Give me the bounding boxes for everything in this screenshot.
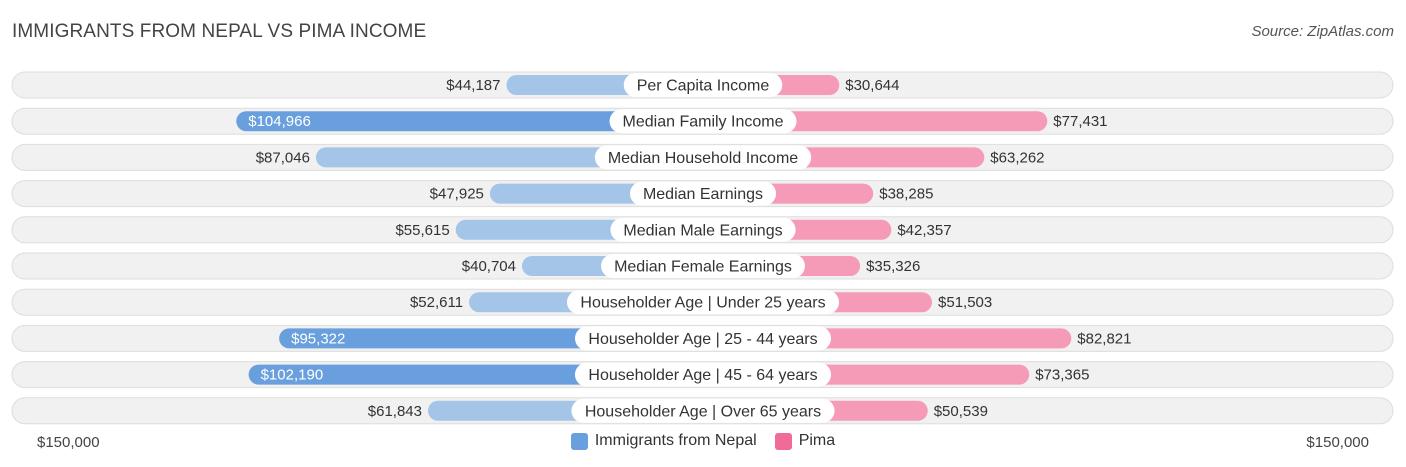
chart-row: $52,611 $51,503 Householder Age | Under 25… xyxy=(11,288,1394,316)
category-label: Median Female Earnings xyxy=(614,259,792,276)
category-pill xyxy=(594,145,812,170)
value-label-pima: $50,539 xyxy=(934,403,988,420)
category-pill xyxy=(601,254,805,278)
category-pill xyxy=(571,398,835,423)
chart-row: $61,843 $50,539 Householder Age | Over 65 … xyxy=(11,397,1394,425)
source-label: Source: ZipAtlas.com xyxy=(1251,23,1394,40)
chart-row: $44,187 $30,644 Per Capita Income xyxy=(11,71,1394,99)
value-label-nepal: $95,322 xyxy=(291,330,345,347)
legend-item-pima: Pima xyxy=(774,432,836,450)
value-label-nepal: $44,187 xyxy=(446,77,500,94)
value-label-nepal: $61,843 xyxy=(368,403,422,420)
chart-row: $40,704 $35,326 Median Female Earnings xyxy=(11,252,1394,280)
category-pill xyxy=(566,290,840,315)
chart-row: $104,966 $77,431 Median Family Income xyxy=(11,107,1394,135)
category-label: Median Male Earnings xyxy=(623,222,782,239)
value-label-nepal: $104,966 xyxy=(248,113,311,130)
category-label: Householder Age | Over 65 years xyxy=(585,403,821,420)
value-label-nepal: $87,046 xyxy=(256,149,310,166)
legend-label-nepal: Immigrants from Nepal xyxy=(594,432,757,449)
value-label-pima: $77,431 xyxy=(1053,113,1107,130)
legend: Immigrants from Nepal Pima xyxy=(0,432,1406,450)
category-pill xyxy=(574,326,832,351)
value-label-pima: $30,644 xyxy=(845,77,899,94)
axis-left-label: $150,000 xyxy=(37,434,100,451)
category-label: Householder Age | Under 25 years xyxy=(580,295,825,312)
category-pill xyxy=(629,181,777,206)
value-label-pima: $82,821 xyxy=(1077,330,1131,347)
category-label: Per Capita Income xyxy=(637,78,770,95)
value-label-nepal: $40,704 xyxy=(462,258,516,275)
value-label-nepal: $47,925 xyxy=(430,186,484,203)
value-label-pima: $35,326 xyxy=(866,258,920,275)
category-pill xyxy=(574,362,832,387)
axis-right-label: $150,000 xyxy=(1306,434,1369,451)
value-label-pima: $63,262 xyxy=(990,149,1044,166)
legend-item-nepal: Immigrants from Nepal xyxy=(570,432,757,450)
value-label-pima: $42,357 xyxy=(897,222,951,239)
value-label-pima: $51,503 xyxy=(938,294,992,311)
legend-swatch-nepal xyxy=(570,432,588,450)
value-label-pima: $73,365 xyxy=(1035,367,1089,384)
legend-label-pima: Pima xyxy=(798,432,836,449)
category-pill xyxy=(609,109,797,134)
category-label: Householder Age | 45 - 64 years xyxy=(588,367,817,384)
chart-row: $102,190 $73,365 Householder Age | 45 - 64… xyxy=(11,361,1394,389)
category-label: Median Earnings xyxy=(643,186,763,203)
bar-nepal xyxy=(236,111,703,132)
value-label-nepal: $102,190 xyxy=(261,367,324,384)
category-pill xyxy=(623,73,783,97)
chart-row: $95,322 $82,821 Householder Age | 25 - 44 … xyxy=(11,324,1394,352)
value-label-pima: $38,285 xyxy=(879,186,933,203)
value-label-nepal: $55,615 xyxy=(395,222,449,239)
category-label: Median Family Income xyxy=(623,114,784,131)
legend-swatch-pima xyxy=(774,432,792,450)
chart-title: IMMIGRANTS FROM NEPAL VS PIMA INCOME xyxy=(12,21,427,42)
category-label: Median Household Income xyxy=(608,150,798,167)
chart-row: $47,925 $38,285 Median Earnings xyxy=(11,180,1394,208)
value-label-nepal: $52,611 xyxy=(410,294,463,311)
chart-row: $55,615 $42,357 Median Male Earnings xyxy=(11,216,1394,244)
category-label: Householder Age | 25 - 44 years xyxy=(588,331,817,348)
chart-row: $87,046 $63,262 Median Household Income xyxy=(11,143,1394,171)
category-pill xyxy=(610,217,796,242)
